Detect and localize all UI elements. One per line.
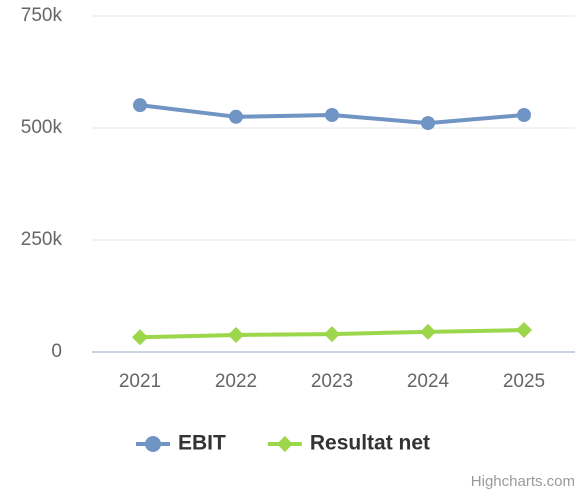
marker bbox=[517, 108, 531, 123]
legend-item[interactable]: EBIT bbox=[136, 432, 226, 455]
marker bbox=[516, 322, 532, 339]
marker bbox=[324, 326, 340, 343]
x-tick-label: 2023 bbox=[311, 371, 353, 392]
x-tick-label: 2024 bbox=[407, 371, 450, 392]
marker bbox=[420, 323, 436, 340]
marker bbox=[421, 116, 435, 131]
marker bbox=[229, 109, 243, 124]
legend-marker bbox=[145, 436, 161, 452]
y-tick-label: 500k bbox=[21, 117, 63, 138]
x-tick-label: 2025 bbox=[503, 371, 545, 392]
y-tick-label: 0 bbox=[51, 341, 62, 362]
legend-label: Resultat net bbox=[310, 432, 430, 455]
marker bbox=[228, 326, 244, 343]
marker bbox=[325, 108, 339, 123]
x-tick-label: 2021 bbox=[119, 371, 161, 392]
marker bbox=[132, 329, 148, 346]
legend-item[interactable]: Resultat net bbox=[267, 432, 430, 455]
marker bbox=[133, 98, 147, 113]
legend-label: EBIT bbox=[178, 432, 226, 455]
y-tick-label: 750k bbox=[21, 5, 63, 26]
y-tick-label: 250k bbox=[21, 229, 63, 250]
credits[interactable]: Highcharts.com bbox=[471, 473, 575, 490]
x-tick-label: 2022 bbox=[215, 371, 257, 392]
legend-marker bbox=[276, 436, 293, 452]
